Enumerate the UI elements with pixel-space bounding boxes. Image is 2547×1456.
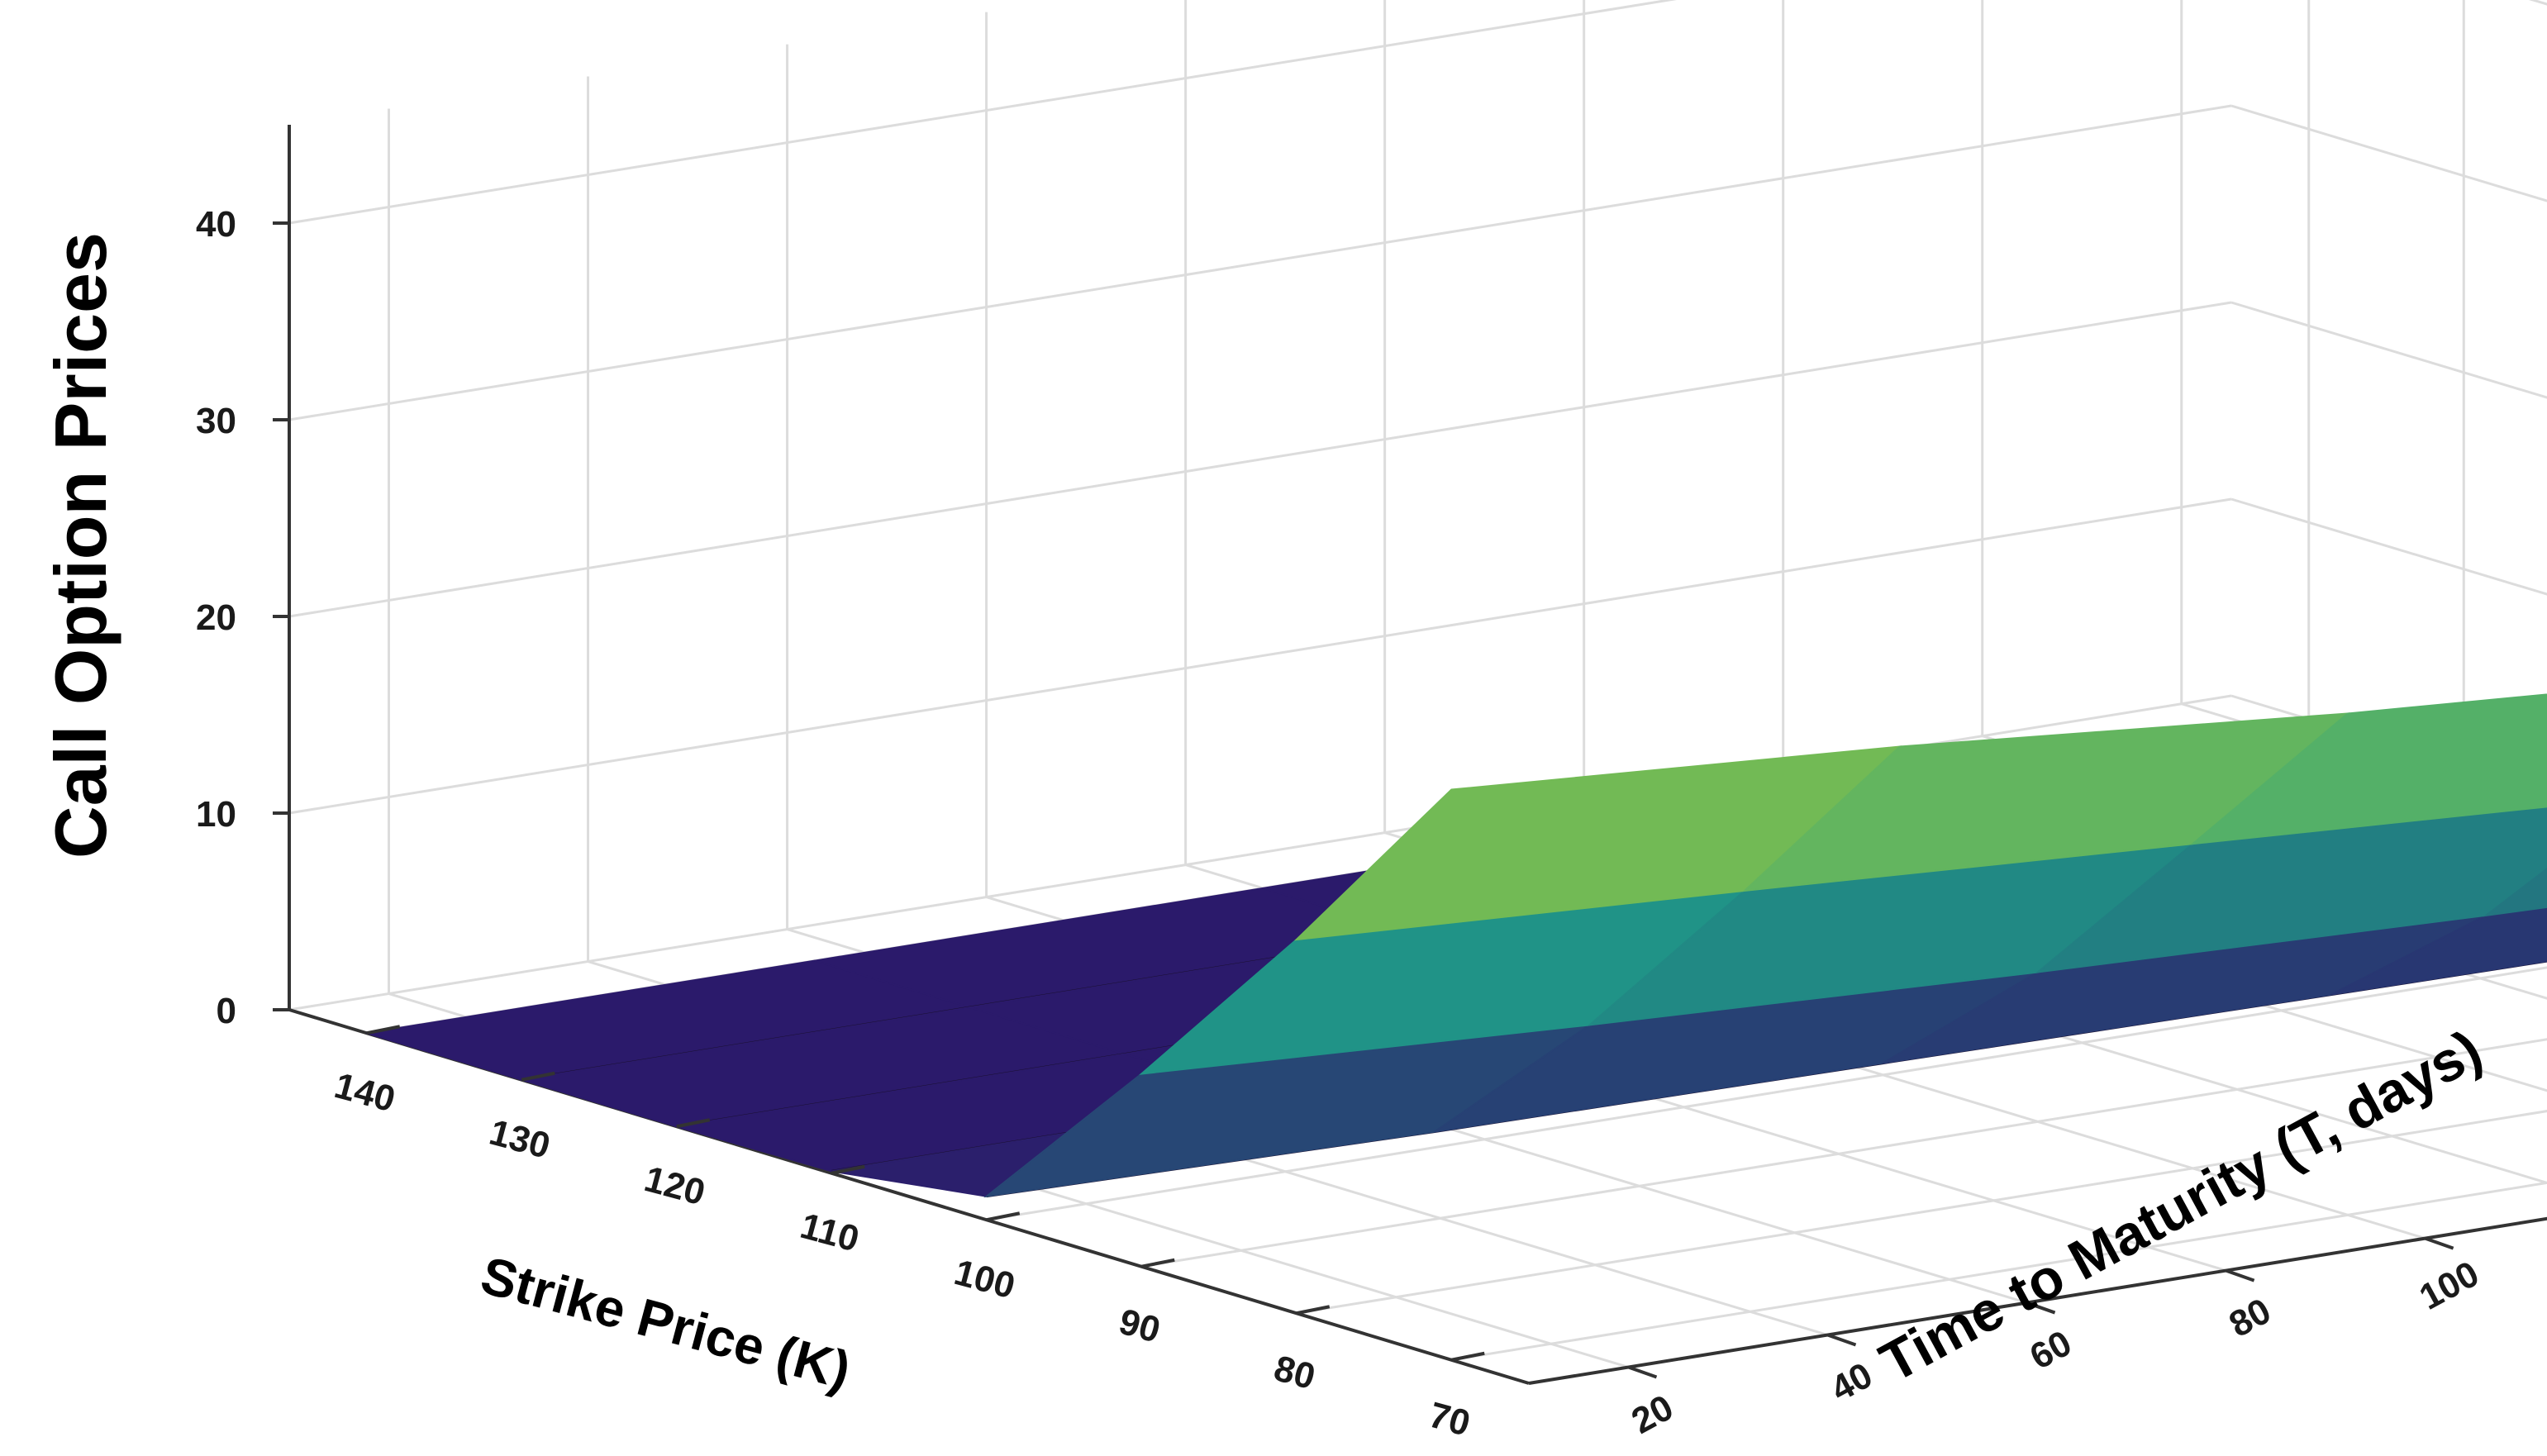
grid-line: [2230, 301, 2547, 399]
z-tick-label: 20: [196, 597, 236, 638]
x-tick-mark: [831, 1164, 865, 1175]
grid-line: [288, 104, 2232, 421]
price-surface: [366, 693, 2547, 1198]
y-tick-mark: [1826, 1333, 1857, 1347]
x-tick-mark: [521, 1071, 555, 1082]
x-tick-mark: [1140, 1258, 1175, 1268]
x-tick-label: 130: [485, 1112, 555, 1167]
x-tick-label: 140: [331, 1065, 400, 1120]
y-axis-line: [1528, 1216, 2547, 1385]
grid-line: [288, 497, 2232, 815]
x-tick-label: 120: [640, 1159, 710, 1213]
grid-line: [1296, 1110, 2547, 1315]
x-axis-title: Strike Price (K): [475, 1245, 857, 1401]
grid-line: [986, 966, 2547, 1221]
z-axis-title: Call Option Prices: [40, 232, 121, 859]
y-tick-mark: [2225, 1268, 2255, 1282]
surface-patch: [2483, 868, 2547, 917]
x-tick-label: 80: [1270, 1348, 1320, 1397]
grid-line: [1451, 1181, 2547, 1362]
y-tick-label: 40: [1824, 1355, 1878, 1410]
grid-line: [1141, 1038, 2547, 1268]
z-tick-label: 0: [217, 991, 236, 1031]
surface-patch: [2190, 693, 2547, 845]
x-tick-label: 110: [796, 1206, 863, 1260]
x-tick-mark: [1296, 1305, 1331, 1316]
z-tick-label: 10: [196, 794, 236, 835]
z-tick-label: 40: [196, 204, 236, 245]
x-tick-mark: [676, 1118, 711, 1129]
y-tick-label: 20: [1625, 1387, 1679, 1442]
surface-patch: [2330, 906, 2547, 996]
y-tick-mark: [2424, 1236, 2454, 1250]
x-tick-mark: [366, 1025, 401, 1035]
y-tick-mark: [2026, 1301, 2056, 1315]
y-tick-mark: [1627, 1365, 1658, 1379]
grid-line: [2230, 497, 2547, 596]
x-tick-mark: [986, 1211, 1021, 1222]
x-tick-label: 90: [1115, 1301, 1164, 1351]
y-tick-label: 60: [2023, 1323, 2078, 1377]
x-tick-mark: [1450, 1351, 1485, 1362]
grid-line: [2230, 104, 2547, 202]
grid-line: [288, 0, 1678, 225]
x-tick-label: 100: [950, 1252, 1020, 1306]
y-tick-label: 100: [2413, 1254, 2486, 1318]
x-tick-label: 70: [1425, 1395, 1474, 1444]
grid-line: [2528, 0, 2547, 6]
z-tick-label: 30: [196, 401, 236, 441]
y-tick-label: 80: [2222, 1291, 2277, 1345]
grid-line: [288, 301, 2232, 618]
